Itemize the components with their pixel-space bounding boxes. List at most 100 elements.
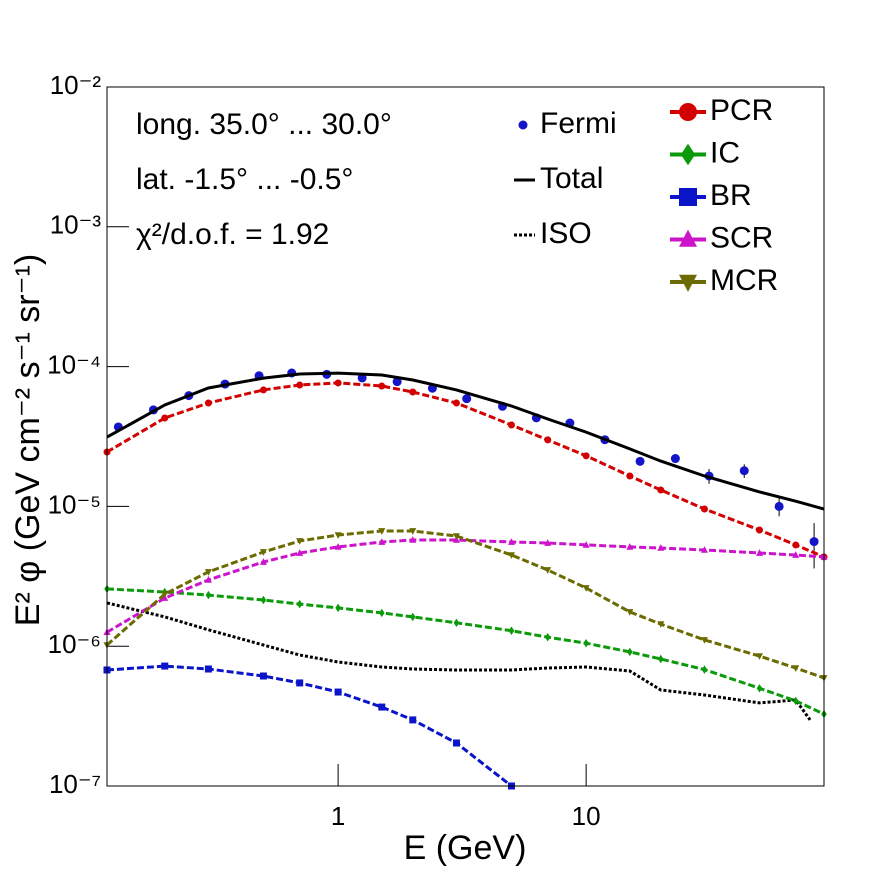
data-point [334,379,342,387]
data-point [259,386,267,394]
legend-marker [679,103,697,121]
data-point [259,549,267,556]
data-point [755,526,763,534]
series-line [107,587,824,716]
legend-label: SCR [710,221,773,254]
y-tick-label: 10⁻² [50,70,102,100]
data-point [507,538,515,545]
data-point [409,612,416,622]
series-line [107,381,824,559]
data-point [296,538,304,545]
data-point [670,454,680,464]
data-point [334,688,342,696]
data-point [161,414,169,422]
data-point [583,639,589,648]
y-tick-label: 10⁻⁶ [48,629,101,659]
data-point [452,533,460,540]
y-tick-label: 10⁻⁴ [47,349,101,379]
x-tick-label: 10 [572,801,601,831]
data-point [626,543,634,550]
data-point [544,632,551,642]
x-axis-title: E (GeV) [404,829,527,867]
data-point [334,543,342,550]
data-point [204,399,212,407]
data-point [409,536,417,543]
series-line [107,371,824,511]
legend-marker [518,120,528,130]
legend-label: IC [710,136,740,169]
annotation: χ²/d.o.f. = 1.92 [136,218,329,251]
series-line [107,601,812,721]
data-point [296,679,304,687]
legend-marker [679,188,697,206]
x-tick-label: 1 [331,801,345,831]
data-point [792,696,799,706]
data-point [582,452,590,460]
data-point [508,626,515,635]
y-axis-title: E² φ (GeV cm⁻² s⁻¹ sr⁻¹) [9,254,47,626]
data-point [792,551,800,558]
data-point [755,549,763,556]
legend-marker [679,274,697,292]
series-line [107,664,513,786]
series-line [107,529,824,680]
data-point [657,544,665,551]
data-point [452,399,460,407]
data-point [392,377,402,387]
data-point [507,421,515,429]
data-point [259,558,267,565]
data-point [259,672,267,680]
data-point [657,621,665,628]
data-point [296,549,304,556]
data-point [774,501,784,511]
data-point [627,647,633,657]
data-point [544,539,552,546]
data-point [700,505,708,513]
data-point [260,595,267,605]
data-point [739,466,749,476]
data-point [544,436,552,444]
y-tick-label: 10⁻⁷ [49,769,101,799]
legend-label: BR [710,179,752,212]
y-tick-label: 10⁻³ [50,210,102,240]
annotation: long. 35.0° ... 30.0° [136,108,392,141]
data-point [700,546,708,553]
data-point [205,590,212,600]
legend-label: PCR [710,94,773,127]
data-point [792,665,800,672]
data-point [755,653,763,660]
data-point [204,665,212,673]
data-point [792,541,800,549]
data-point [161,662,169,670]
data-point [296,599,303,609]
data-point [452,739,460,747]
data-point [657,486,665,494]
data-point [809,537,819,547]
plot-frame [106,86,825,787]
legend-marker [679,229,697,247]
data-point [635,456,645,466]
data-point [544,567,552,574]
data-point [626,609,634,616]
data-point [161,591,169,598]
legend-label: ISO [540,217,592,250]
data-point [378,538,386,545]
data-point [335,603,341,613]
data-point [657,654,664,664]
data-point [409,388,417,396]
data-point [296,381,304,389]
data-point [582,585,590,592]
data-point [462,394,472,404]
data-point [378,528,386,535]
data-point [204,576,212,583]
data-point [378,703,386,711]
data-point [756,684,763,693]
legend-label: Total [540,162,603,195]
data-point [626,472,634,480]
y-tick-label: 10⁻⁵ [48,489,101,519]
data-point [378,382,386,390]
data-point [701,665,708,674]
annotation: lat. -1.5° ... -0.5° [136,163,353,196]
